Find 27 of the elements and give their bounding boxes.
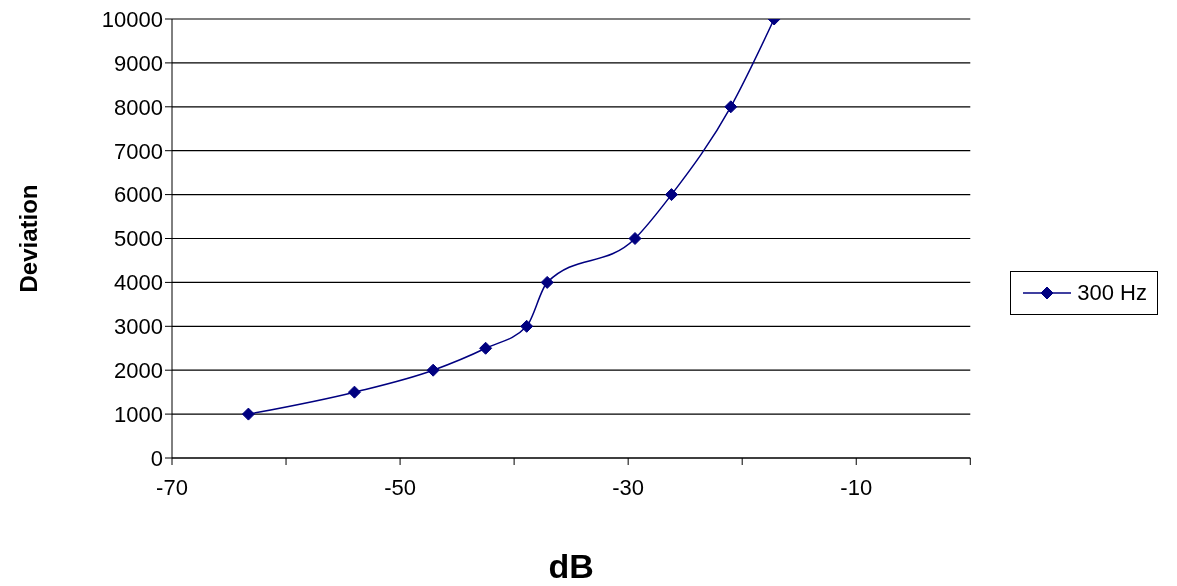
y-tick-label: 4000 <box>114 270 163 296</box>
x-tick-label: -10 <box>840 474 873 500</box>
y-tick-label: 6000 <box>114 182 163 208</box>
point <box>426 363 440 377</box>
y-tick-label: 7000 <box>114 138 163 164</box>
point <box>241 407 255 421</box>
y-tick-label: 3000 <box>114 314 163 340</box>
y-tick-label: 5000 <box>114 226 163 252</box>
point <box>628 232 642 245</box>
point <box>347 385 361 399</box>
point <box>665 188 678 202</box>
x-tick-label: -50 <box>384 474 416 500</box>
y-tick-label: 8000 <box>114 94 163 120</box>
x-tick-label: -30 <box>612 474 645 500</box>
y-tick-label: 2000 <box>114 358 163 384</box>
y-tick-label: 1000 <box>114 401 163 427</box>
legend-label: 300 Hz <box>1077 280 1147 306</box>
y-tick-label: 9000 <box>114 50 163 76</box>
y-tick-label: 10000 <box>101 6 163 32</box>
point <box>479 341 493 355</box>
y-axis-title: Deviation <box>14 184 42 293</box>
y-tick-label: 0 <box>150 445 163 471</box>
point <box>520 319 534 333</box>
x-axis-title: dB <box>548 547 594 585</box>
x-tick-label: -70 <box>156 474 188 500</box>
point <box>540 275 554 289</box>
point <box>724 100 738 114</box>
